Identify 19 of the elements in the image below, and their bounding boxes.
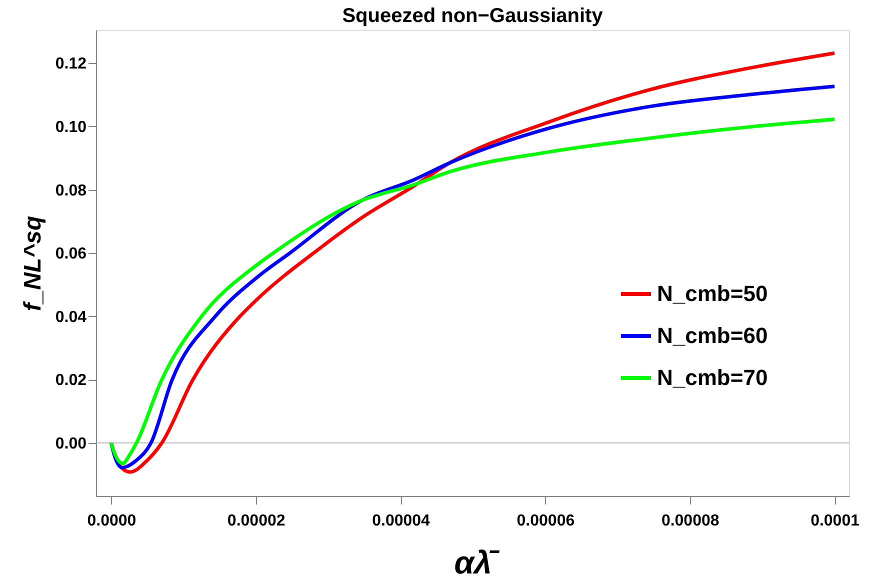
x-tick-label: 0.00006	[516, 512, 575, 530]
y-axis-title: f_NL^sq	[19, 215, 46, 312]
x-tick-label: 0.0000	[87, 512, 136, 530]
y-tick-label: 0.08	[55, 182, 87, 200]
y-tick-label: 0.04	[55, 308, 87, 326]
x-tick-label: 0.00004	[372, 512, 430, 530]
y-tick-label: 0.12	[55, 56, 87, 73]
x-tick-label: 0.00008	[661, 512, 720, 530]
legend-label: N_cmb=60	[657, 322, 768, 348]
x-tick-label: 0.0001	[810, 512, 860, 530]
x-tick-label: 0.00002	[227, 512, 286, 530]
legend-label: N_cmb=70	[657, 364, 768, 390]
y-tick-label: 0.00	[55, 435, 87, 452]
y-tick-label: 0.10	[55, 118, 87, 136]
chart-title: Squeezed non−Gaussianity	[342, 5, 604, 27]
x-axis-title: αλ̄	[454, 544, 500, 580]
y-tick-label: 0.06	[55, 246, 87, 263]
legend-label: N_cmb=50	[657, 280, 768, 306]
y-tick-label: 0.02	[55, 372, 87, 390]
